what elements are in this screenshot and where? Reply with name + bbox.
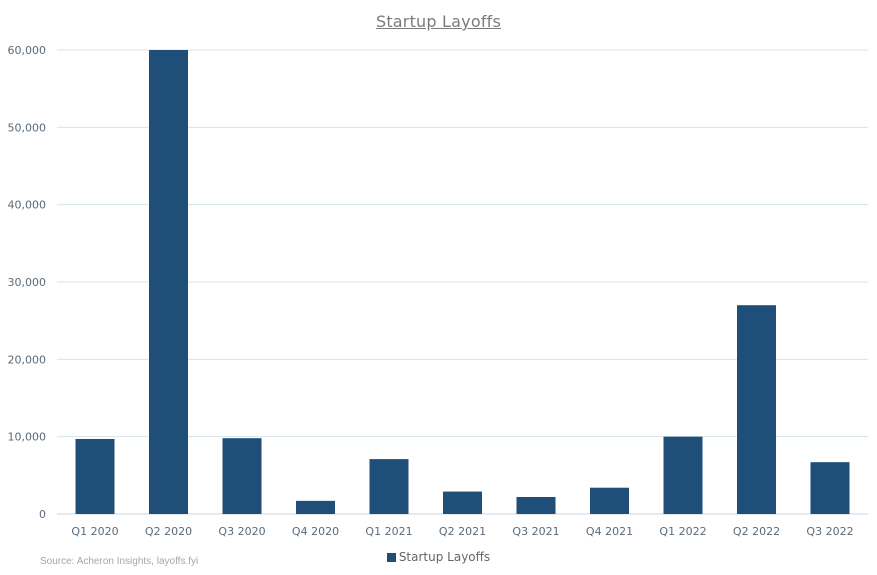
x-tick-label: Q3 2020: [218, 525, 265, 538]
x-tick-label: Q1 2020: [71, 525, 118, 538]
bar: [222, 438, 262, 514]
legend: Startup Layoffs: [0, 550, 877, 564]
y-tick-label: 40,000: [8, 199, 47, 212]
bar: [296, 500, 335, 514]
legend-swatch: [386, 553, 396, 562]
bar: [590, 487, 629, 514]
y-tick-label: 30,000: [8, 276, 47, 289]
y-tick-label: 0: [39, 508, 46, 521]
chart-title: Startup Layoffs: [375, 12, 502, 31]
x-tick-label: Q4 2021: [586, 525, 633, 538]
y-tick-label: 10,000: [8, 431, 47, 444]
y-tick-label: 50,000: [8, 121, 47, 134]
bar: [149, 50, 188, 514]
bar: [516, 496, 556, 514]
x-tick-label: Q3 2022: [806, 525, 853, 538]
y-tick-label: 20,000: [8, 353, 47, 366]
source-note: Source: Acheron Insights, layoffs.fyi: [40, 556, 199, 567]
bar: [810, 462, 850, 514]
bar: [369, 459, 409, 514]
bar: [443, 491, 482, 514]
bar: [737, 305, 776, 514]
y-tick-label: 60,000: [8, 44, 47, 57]
legend-label: Startup Layoffs: [398, 550, 491, 564]
bar: [663, 436, 703, 514]
x-tick-label: Q1 2021: [365, 525, 412, 538]
x-tick-label: Q1 2022: [659, 525, 706, 538]
x-tick-label: Q2 2020: [145, 525, 192, 538]
x-tick-label: Q4 2020: [292, 525, 339, 538]
x-tick-label: Q2 2022: [733, 525, 780, 538]
x-tick-label: Q3 2021: [512, 525, 559, 538]
x-tick-label: Q2 2021: [439, 525, 486, 538]
bar: [75, 438, 115, 514]
